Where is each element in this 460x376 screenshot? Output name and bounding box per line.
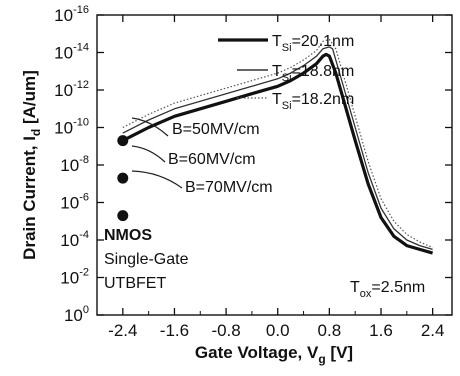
device-type-label: NMOS [104, 227, 152, 244]
x-tick-label: 1.6 [369, 321, 393, 340]
x-tick-label: 0.0 [266, 321, 290, 340]
series-layer [122, 38, 434, 255]
b-label-1: B=50MV/cm [172, 121, 260, 138]
tick-layer: -2.4 -1.6 -0.8 0.0 0.8 1.6 2.4 100 10-2 10-4 10-6 1… [54, 4, 452, 340]
series-line-3 [122, 38, 433, 249]
tox-label: Tox=2.5nm [350, 279, 425, 300]
device-gate-label: Single-Gate [104, 251, 189, 268]
series-line-1 [122, 52, 434, 255]
y-tick-label: 10-12 [54, 79, 89, 100]
y-tick-label: 10-16 [54, 4, 89, 25]
legend-label-series-3: TSi=18.2nm [272, 91, 354, 112]
legend-label-series-1: TSi=20.1nm [272, 33, 354, 54]
x-tick-label: 2.4 [421, 321, 445, 340]
x-tick-label: -1.6 [160, 321, 189, 340]
x-tick-label: -2.4 [108, 321, 137, 340]
marker-layer [117, 135, 129, 222]
b-leader-1 [131, 117, 169, 137]
x-tick-label: -0.8 [211, 321, 240, 340]
b-annotations: B=50MV/cm B=60MV/cm B=70MV/cm [131, 117, 273, 196]
y-tick-label: 10-10 [54, 117, 89, 138]
b-leader-2 [131, 145, 166, 163]
y-tick-label: 10-8 [60, 154, 89, 175]
y-tick-label: 100 [64, 304, 89, 325]
b-label-3: B=70MV/cm [185, 179, 273, 196]
y-tick-label: 10-2 [60, 267, 89, 288]
b-marker-2 [117, 172, 129, 184]
device-structure-label: UTBFET [104, 275, 166, 292]
b-marker-3 [117, 135, 129, 147]
legend-label-series-2: TSi=18.8nm [272, 63, 354, 84]
y-tick-label: 10-6 [60, 192, 89, 213]
y-tick-label: 10-4 [60, 229, 89, 250]
legend: TSi=20.1nm TSi=18.8nm TSi=18.2nm [218, 33, 354, 112]
x-tick-label: 0.8 [318, 321, 342, 340]
y-axis-title: Drain Current, Id [A/um] [20, 70, 43, 260]
y-tick-label: 10-14 [54, 42, 89, 63]
b-marker-1 [117, 210, 129, 222]
x-axis-title: Gate Voltage, Vg [V] [195, 343, 353, 366]
b-leader-3 [131, 170, 183, 189]
series-line-2 [122, 46, 433, 251]
b-label-2: B=60MV/cm [168, 151, 256, 168]
